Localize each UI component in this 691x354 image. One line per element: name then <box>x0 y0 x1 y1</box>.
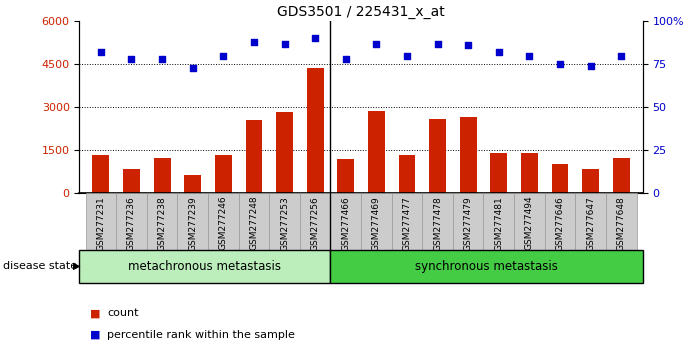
Bar <box>307 68 323 193</box>
Text: GSM277248: GSM277248 <box>249 196 258 250</box>
Point <box>126 56 137 62</box>
Text: GSM277236: GSM277236 <box>127 196 136 251</box>
Text: percentile rank within the sample: percentile rank within the sample <box>107 330 295 339</box>
Bar <box>368 111 385 193</box>
Bar <box>491 153 507 193</box>
Text: GSM277477: GSM277477 <box>402 196 411 251</box>
Bar <box>429 119 446 193</box>
Text: ▶: ▶ <box>73 261 80 271</box>
Point <box>493 49 504 55</box>
Point <box>371 41 382 46</box>
Point <box>585 63 596 69</box>
Bar <box>453 193 484 250</box>
Point <box>157 56 168 62</box>
Text: metachronous metastasis: metachronous metastasis <box>128 260 281 273</box>
Text: GSM277469: GSM277469 <box>372 196 381 251</box>
Bar <box>330 193 361 250</box>
Text: GSM277647: GSM277647 <box>586 196 595 251</box>
Point <box>279 41 290 46</box>
Point <box>340 56 351 62</box>
Bar <box>460 117 477 193</box>
Bar <box>215 155 231 193</box>
Bar <box>178 193 208 250</box>
Point <box>248 39 259 45</box>
Point <box>95 49 106 55</box>
Point <box>616 53 627 58</box>
Bar <box>583 170 599 193</box>
Title: GDS3501 / 225431_x_at: GDS3501 / 225431_x_at <box>277 5 445 19</box>
Bar <box>276 112 293 193</box>
Bar <box>484 193 514 250</box>
Point <box>218 53 229 58</box>
Point <box>554 61 565 67</box>
Text: GSM277646: GSM277646 <box>556 196 565 251</box>
Bar <box>361 193 392 250</box>
Point <box>187 65 198 70</box>
Text: GSM277494: GSM277494 <box>525 196 534 250</box>
Bar <box>245 120 263 193</box>
Bar <box>184 175 201 193</box>
Text: synchronous metastasis: synchronous metastasis <box>415 260 558 273</box>
Text: GSM277478: GSM277478 <box>433 196 442 251</box>
Text: GSM277466: GSM277466 <box>341 196 350 251</box>
Text: GSM277479: GSM277479 <box>464 196 473 251</box>
Bar <box>93 155 109 193</box>
Bar <box>153 158 171 193</box>
Text: ■: ■ <box>90 308 100 318</box>
Text: GSM277238: GSM277238 <box>158 196 167 251</box>
Text: GSM277253: GSM277253 <box>280 196 289 251</box>
Bar <box>123 170 140 193</box>
Text: GSM277648: GSM277648 <box>616 196 626 251</box>
Bar <box>576 193 606 250</box>
Point <box>432 41 443 46</box>
Bar <box>208 193 238 250</box>
Bar <box>422 193 453 250</box>
Point <box>401 53 413 58</box>
Bar <box>86 193 116 250</box>
Text: GSM277246: GSM277246 <box>219 196 228 250</box>
Bar <box>116 193 146 250</box>
Text: GSM277239: GSM277239 <box>188 196 197 251</box>
Bar <box>300 193 330 250</box>
Point <box>463 42 474 48</box>
Text: GSM277231: GSM277231 <box>96 196 106 251</box>
Bar <box>551 164 569 193</box>
Bar <box>545 193 576 250</box>
Bar <box>146 193 178 250</box>
Bar <box>269 193 300 250</box>
Text: ■: ■ <box>90 330 100 339</box>
Text: count: count <box>107 308 139 318</box>
Text: disease state: disease state <box>3 261 77 271</box>
Bar <box>514 193 545 250</box>
Bar <box>392 193 422 250</box>
Bar <box>337 159 354 193</box>
Text: GSM277256: GSM277256 <box>311 196 320 251</box>
Point <box>524 53 535 58</box>
Text: GSM277481: GSM277481 <box>494 196 503 251</box>
Bar <box>330 250 643 283</box>
Bar <box>399 155 415 193</box>
Bar <box>606 193 636 250</box>
Bar <box>79 250 330 283</box>
Bar <box>521 153 538 193</box>
Point <box>310 35 321 41</box>
Bar <box>238 193 269 250</box>
Bar <box>613 158 630 193</box>
